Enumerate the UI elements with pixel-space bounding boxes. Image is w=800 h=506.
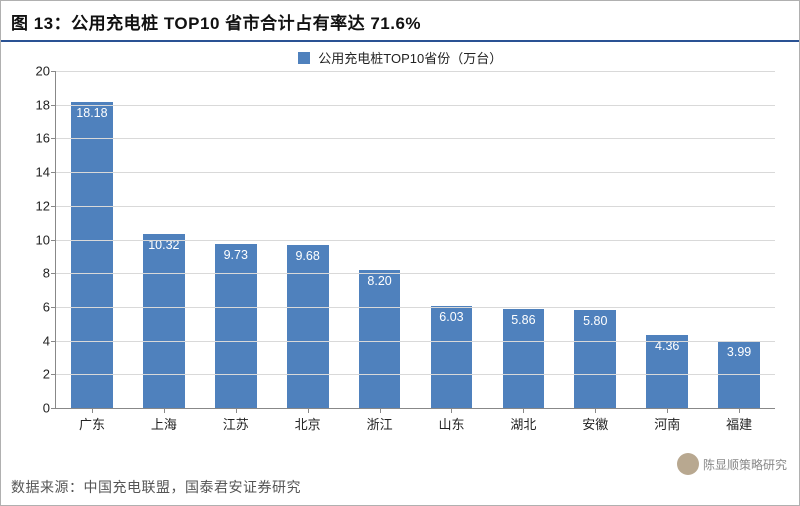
gridline	[56, 307, 775, 308]
x-tick-mark	[380, 408, 381, 413]
chart-title: 图 13：公用充电桩 TOP10 省市合计占有率达 71.6%	[11, 9, 789, 34]
gridline	[56, 105, 775, 106]
bar: 8.20	[359, 270, 401, 408]
y-tick-mark	[51, 172, 56, 173]
bar-value-label: 5.86	[511, 313, 535, 327]
x-tick-mark	[667, 408, 668, 413]
y-tick-mark	[51, 374, 56, 375]
bar-value-label: 5.80	[583, 314, 607, 328]
gridline	[56, 71, 775, 72]
bar-value-label: 9.68	[295, 249, 319, 263]
y-tick-mark	[51, 341, 56, 342]
bar: 5.86	[503, 309, 545, 408]
y-tick-mark	[51, 206, 56, 207]
x-tick-mark	[164, 408, 165, 413]
gridline	[56, 341, 775, 342]
y-tick-mark	[51, 71, 56, 72]
bar: 6.03	[431, 306, 473, 408]
bar-value-label: 8.20	[367, 274, 391, 288]
x-tick-mark	[236, 408, 237, 413]
bar: 9.68	[287, 245, 329, 408]
x-tick-mark	[451, 408, 452, 413]
x-tick-mark	[523, 408, 524, 413]
bar: 5.80	[574, 310, 616, 408]
gridline	[56, 273, 775, 274]
source-line: 数据来源：中国充电联盟，国泰君安证券研究	[11, 477, 301, 497]
plot-area: 18.18广东10.32上海9.73江苏9.68北京8.20浙江6.03山东5.…	[55, 71, 775, 433]
watermark-icon	[677, 453, 699, 475]
gridline	[56, 138, 775, 139]
y-tick-mark	[51, 240, 56, 241]
bar-value-label: 9.73	[224, 248, 248, 262]
bar: 18.18	[71, 102, 113, 408]
bar-value-label: 18.18	[76, 106, 107, 120]
legend: 公用充电桩TOP10省份（万台）	[1, 42, 799, 71]
x-tick-mark	[92, 408, 93, 413]
y-tick-mark	[51, 105, 56, 106]
y-tick-mark	[51, 307, 56, 308]
legend-label: 公用充电桩TOP10省份（万台）	[318, 51, 502, 66]
figure-container: 图 13：公用充电桩 TOP10 省市合计占有率达 71.6% 公用充电桩TOP…	[0, 0, 800, 506]
gridline	[56, 172, 775, 173]
legend-swatch	[298, 52, 310, 64]
gridline	[56, 206, 775, 207]
plot-inner: 18.18广东10.32上海9.73江苏9.68北京8.20浙江6.03山东5.…	[55, 71, 775, 409]
x-tick-mark	[595, 408, 596, 413]
x-tick-mark	[739, 408, 740, 413]
title-bar: 图 13：公用充电桩 TOP10 省市合计占有率达 71.6%	[1, 1, 799, 42]
gridline	[56, 240, 775, 241]
bar-value-label: 6.03	[439, 310, 463, 324]
bar: 10.32	[143, 234, 185, 408]
watermark: 陈显顺策略研究	[677, 453, 787, 475]
y-tick-mark	[51, 273, 56, 274]
x-tick-mark	[308, 408, 309, 413]
y-tick-mark	[51, 138, 56, 139]
y-tick-mark	[51, 408, 56, 409]
bar: 4.36	[646, 335, 688, 408]
bar-value-label: 3.99	[727, 345, 751, 359]
watermark-text: 陈显顺策略研究	[703, 456, 787, 473]
bar: 9.73	[215, 244, 257, 408]
gridline	[56, 374, 775, 375]
